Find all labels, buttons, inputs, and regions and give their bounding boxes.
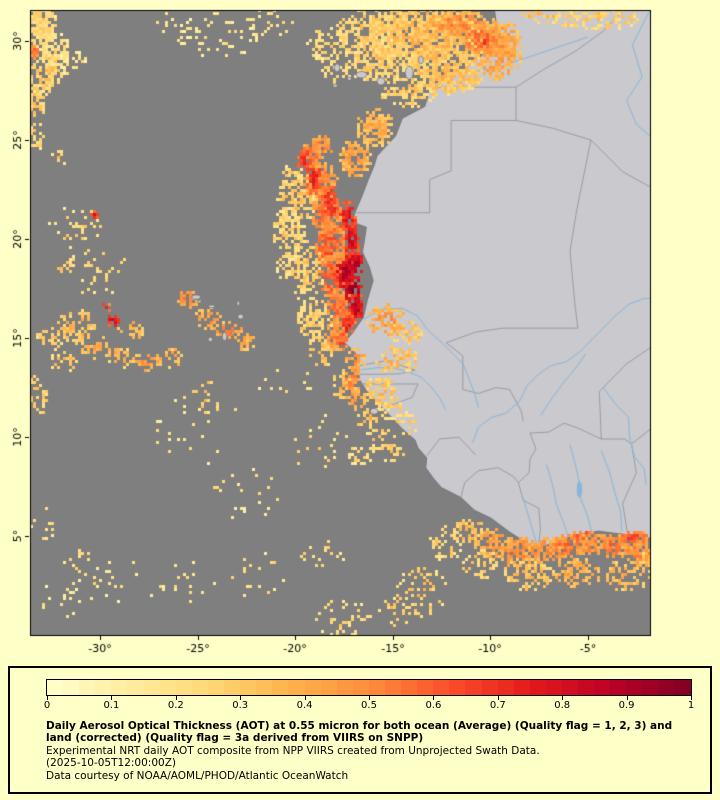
colorbar-segment <box>449 680 466 695</box>
colorbar-segment <box>642 680 659 695</box>
colorbar-tick-label: 0.5 <box>361 700 377 711</box>
colorbar-tick <box>240 696 242 700</box>
colorbar-segment <box>127 680 144 695</box>
aot-map-canvas <box>0 0 720 660</box>
colorbar-segment <box>111 680 128 695</box>
colorbar-segment <box>352 680 369 695</box>
colorbar-tick-label: 0.9 <box>618 700 635 711</box>
colorbar-segment <box>578 680 595 695</box>
colorbar-segment <box>207 680 225 695</box>
legend-panel: 0 0.1 0.2 0.3 0.4 0.5 0.6 0.7 0.8 0.9 1 Daily Aero… <box>8 666 712 794</box>
colorbar-segment <box>562 680 579 695</box>
colorbar-segment <box>674 680 691 695</box>
colorbar-segment <box>545 680 562 695</box>
colorbar-tick-label: 0.3 <box>232 700 249 711</box>
colorbar-segment <box>594 680 611 695</box>
legend-line-experimental: Experimental NRT daily AOT composite fro… <box>46 744 540 757</box>
colorbar-tick <box>304 696 306 700</box>
colorbar-segment <box>658 680 675 695</box>
colorbar-ticks <box>47 696 692 700</box>
colorbar-segment <box>47 680 64 695</box>
colorbar-segment <box>465 680 482 695</box>
colorbar-segment <box>272 680 289 695</box>
colorbar-segment <box>159 680 176 695</box>
colorbar-tick-label: 0.2 <box>167 700 184 711</box>
colorbar-segment <box>610 680 627 695</box>
colorbar-tick <box>175 696 177 700</box>
colorbar-segment <box>288 680 305 695</box>
colorbar-tick-label: 0.8 <box>554 700 571 711</box>
colorbar-tick-label: 0.4 <box>296 700 313 711</box>
colorbar-segment <box>63 680 80 695</box>
colorbar-tick <box>433 696 435 700</box>
colorbar-segment <box>513 680 530 695</box>
colorbar-tick-labels: 0 0.1 0.2 0.3 0.4 0.5 0.6 0.7 0.8 0.9 1 <box>43 700 695 714</box>
colorbar-segment <box>320 680 337 695</box>
legend-timestamp: (2025-10-05T12:00:00Z) <box>46 757 176 770</box>
legend-text: Daily Aerosol Optical Thickness (AOT) at… <box>46 720 701 782</box>
colorbar-segment <box>175 680 192 695</box>
colorbar-tick-label: 0.6 <box>425 700 442 711</box>
colorbar-segment <box>417 680 434 695</box>
colorbar-area: 0 0.1 0.2 0.3 0.4 0.5 0.6 0.7 0.8 0.9 1 <box>43 679 695 714</box>
colorbar-segment <box>79 680 96 695</box>
colorbar-tick-label: 0.1 <box>103 700 120 711</box>
colorbar-segment <box>224 680 241 695</box>
colorbar-segment <box>433 680 450 695</box>
colorbar-tick <box>369 696 370 700</box>
colorbar-segment <box>384 680 402 695</box>
colorbar-segment <box>191 680 208 695</box>
colorbar-segment <box>401 680 418 695</box>
colorbar-segment <box>240 680 257 695</box>
colorbar-tick <box>47 696 48 700</box>
legend-title: Daily Aerosol Optical Thickness (AOT) at… <box>46 720 673 745</box>
colorbar-tick-label: 1 <box>687 700 695 711</box>
colorbar-tick <box>562 696 564 700</box>
colorbar-segment <box>304 680 321 695</box>
colorbar-tick <box>691 696 692 700</box>
colorbar-tick-label: 0.7 <box>489 700 506 711</box>
colorbar <box>46 679 692 696</box>
colorbar-tick <box>497 696 499 700</box>
colorbar-segment <box>497 680 514 695</box>
colorbar-segment <box>481 680 498 695</box>
colorbar-segment <box>256 680 273 695</box>
colorbar-segment <box>336 680 353 695</box>
colorbar-segment <box>529 680 546 695</box>
colorbar-segment <box>143 680 160 695</box>
legend-credit: Data courtesy of NOAA/AOML/PHOD/Atlantic… <box>46 769 349 782</box>
colorbar-segment <box>626 680 643 695</box>
colorbar-tick <box>626 696 628 700</box>
colorbar-segment <box>368 680 385 695</box>
colorbar-tick-label: 0 <box>43 700 51 711</box>
colorbar-segment <box>95 680 112 695</box>
colorbar-tick <box>111 696 113 700</box>
